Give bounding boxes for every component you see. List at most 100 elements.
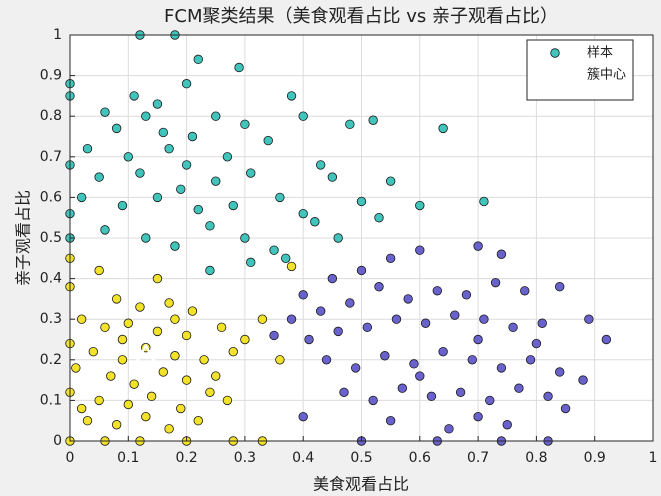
point xyxy=(234,62,244,73)
x-tick-label: 0.6 xyxy=(409,450,431,466)
point xyxy=(170,351,180,361)
chart-title: FCM聚类结果（美食观看占比 vs 亲子观看占比） xyxy=(164,6,558,27)
point xyxy=(385,253,396,263)
point xyxy=(473,411,483,422)
point xyxy=(531,338,542,349)
x-tick-label: 0.3 xyxy=(234,450,256,466)
x-tick-label: 0 xyxy=(66,450,75,466)
point xyxy=(111,294,122,304)
y-tick-label: 0.3 xyxy=(40,311,62,327)
point xyxy=(205,265,215,276)
y-tick-label: 0.1 xyxy=(40,392,62,408)
point xyxy=(82,416,93,426)
y-tick-label: 0.2 xyxy=(40,352,62,368)
point xyxy=(141,111,151,121)
point xyxy=(76,192,87,203)
point xyxy=(426,391,437,402)
point xyxy=(496,363,507,373)
point xyxy=(362,322,373,333)
point xyxy=(211,371,221,381)
point xyxy=(286,261,297,272)
point xyxy=(193,204,203,215)
point xyxy=(339,387,349,397)
point xyxy=(129,91,139,101)
marks xyxy=(65,30,612,446)
point xyxy=(391,314,402,324)
point xyxy=(455,387,466,397)
x-tick-label: 0.1 xyxy=(117,450,139,466)
point xyxy=(193,416,203,426)
point xyxy=(467,355,477,365)
point xyxy=(438,123,448,134)
point xyxy=(240,119,250,130)
point xyxy=(94,172,104,182)
point xyxy=(543,391,553,402)
point xyxy=(298,111,308,121)
point xyxy=(333,326,343,337)
x-tick-label: 0.9 xyxy=(584,450,606,466)
point xyxy=(152,192,163,203)
x-tick-label: 0.4 xyxy=(292,450,314,466)
point xyxy=(100,225,110,235)
point xyxy=(88,346,99,357)
point xyxy=(123,152,134,162)
point xyxy=(176,184,186,194)
point xyxy=(216,322,227,333)
point xyxy=(158,367,168,377)
point xyxy=(240,334,250,345)
point xyxy=(117,334,128,345)
point xyxy=(275,355,285,365)
y-tick-label: 0.5 xyxy=(40,230,62,246)
point xyxy=(333,233,343,243)
point xyxy=(584,314,594,324)
point xyxy=(269,245,279,255)
point xyxy=(438,346,448,357)
point xyxy=(450,310,460,320)
point xyxy=(560,403,571,414)
x-tick-label: 0.7 xyxy=(467,450,489,466)
point xyxy=(111,420,122,430)
point xyxy=(263,135,273,146)
point xyxy=(222,152,233,162)
y-tick-label: 0.7 xyxy=(40,149,62,165)
point xyxy=(525,355,536,365)
point xyxy=(228,200,238,211)
y-tick-label: 0.6 xyxy=(40,189,62,205)
y-axis-label: 亲子观看占比 xyxy=(14,190,33,286)
point xyxy=(315,306,326,316)
point xyxy=(275,192,285,203)
point xyxy=(415,245,425,255)
point xyxy=(601,334,612,345)
point xyxy=(111,123,122,134)
legend-marker xyxy=(550,48,560,58)
center-marker xyxy=(443,326,466,347)
point xyxy=(257,314,268,324)
point xyxy=(304,334,314,345)
point xyxy=(520,286,530,296)
y-tick-label: 0.8 xyxy=(40,108,62,124)
point xyxy=(490,277,501,288)
point xyxy=(514,383,524,393)
point xyxy=(496,249,507,259)
point xyxy=(415,200,425,211)
point xyxy=(298,208,308,219)
point xyxy=(176,403,186,414)
point xyxy=(100,107,110,117)
point xyxy=(170,314,180,324)
point xyxy=(473,334,483,345)
center-marker xyxy=(187,168,210,189)
legend-box xyxy=(526,39,634,101)
point xyxy=(479,196,489,207)
point xyxy=(298,290,308,300)
point xyxy=(315,160,326,170)
y-tick-label: 0.9 xyxy=(40,68,62,84)
point xyxy=(211,111,221,121)
point xyxy=(286,91,297,101)
x-tick-label: 1 xyxy=(649,450,658,466)
point xyxy=(327,172,338,182)
y-tick-label: 0 xyxy=(53,433,62,449)
point xyxy=(321,355,332,365)
point xyxy=(397,383,408,393)
point xyxy=(211,176,221,186)
